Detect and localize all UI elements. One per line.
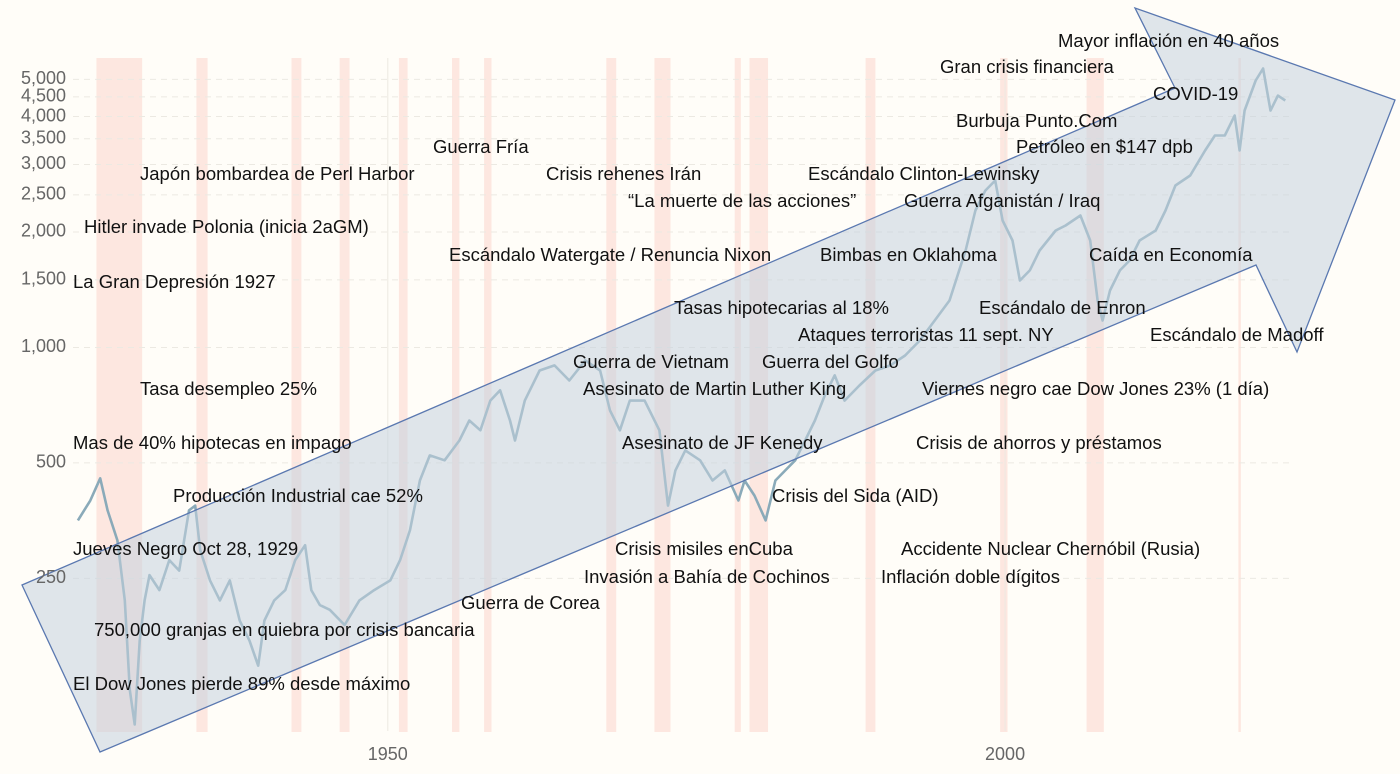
annotation: Escándalo de Enron: [979, 297, 1146, 318]
text-layer: 250 500 1,000 1,500 2,000 2,500 3,000 3,500 4,00…: [21, 30, 1324, 764]
y-tick-label: 1,500: [21, 269, 66, 289]
annotation: Petróleo en $147 dpb: [1016, 136, 1193, 157]
annotation: “La muerte de las acciones”: [628, 190, 856, 211]
annotation: Caída en Economía: [1089, 244, 1253, 265]
annotation: Jueves Negro Oct 28, 1929: [73, 538, 298, 559]
y-tick-label: 2,000: [21, 221, 66, 241]
x-tick-label: 2000: [985, 744, 1025, 764]
annotation: Asesinato de Martin Luther King: [583, 378, 846, 399]
y-tick-label: 5,000: [21, 68, 66, 88]
annotation: Producción Industrial cae 52%: [173, 485, 423, 506]
y-tick-label: 4,500: [21, 86, 66, 106]
annotation: Guerra del Golfo: [762, 351, 899, 372]
y-tick-label: 500: [36, 452, 66, 472]
y-tick-label: 3,500: [21, 128, 66, 148]
annotation: Japón bombardea de Perl Harbor: [140, 163, 415, 184]
annotation: Crisis misiles enCuba: [615, 538, 794, 559]
shaded-band: [1000, 58, 1008, 732]
x-tick-label: 1950: [368, 744, 408, 764]
y-tick-label: 2,500: [21, 184, 66, 204]
annotation: Guerra Fría: [433, 136, 529, 157]
annotation: Ataques terroristas 11 sept. NY: [798, 324, 1054, 345]
annotation: 750,000 granjas en quiebra por crisis ba…: [94, 619, 475, 640]
shaded-band: [451, 58, 460, 732]
y-tick-label: 1,000: [21, 336, 66, 356]
annotation: Gran crisis financiera: [940, 56, 1114, 77]
annotation: Tasa desempleo 25%: [140, 378, 317, 399]
annotation: Viernes negro cae Dow Jones 23% (1 día): [922, 378, 1269, 399]
annotation: Inflación doble dígitos: [881, 566, 1060, 587]
annotation: Escándalo Clinton-Lewinsky: [808, 163, 1040, 184]
annotation: Mas de 40% hipotecas en impago: [73, 432, 352, 453]
shaded-band: [398, 58, 408, 732]
annotation: Invasión a Bahía de Cochinos: [584, 566, 830, 587]
annotation: Escándalo de Madoff: [1150, 324, 1324, 345]
annotation: Guerra de Corea: [461, 592, 601, 613]
annotation: Hitler invade Polonia (inicia 2aGM): [84, 216, 369, 237]
annotation: Accidente Nuclear Chernóbil (Rusia): [901, 538, 1200, 559]
annotation: Guerra Afganistán / Iraq: [904, 190, 1100, 211]
annotation: Asesinato de JF Kenedy: [622, 432, 823, 453]
annotation: Tasas hipotecarias al 18%: [674, 297, 889, 318]
arrow-layer: [21, 6, 1396, 753]
y-tick-label: 250: [36, 567, 66, 587]
annotation: Bimbas en Oklahoma: [820, 244, 998, 265]
shaded-band: [1238, 58, 1241, 732]
y-tick-label: 4,000: [21, 105, 66, 125]
annotation: La Gran Depresión 1927: [73, 271, 276, 292]
annotation: Crisis de ahorros y préstamos: [916, 432, 1162, 453]
shaded-band: [196, 58, 208, 732]
shaded-band: [339, 58, 350, 732]
shaded-band: [291, 58, 302, 732]
annotation: Crisis rehenes Irán: [546, 163, 701, 184]
annotation: Escándalo Watergate / Renuncia Nixon: [449, 244, 771, 265]
annotation: El Dow Jones pierde 89% desde máximo: [73, 673, 410, 694]
annotation: Crisis del Sida (AID): [772, 485, 939, 506]
y-tick-label: 3,000: [21, 153, 66, 173]
trend-arrow: [21, 6, 1396, 753]
annotation: Burbuja Punto.Com: [956, 110, 1117, 131]
annotation: Guerra de Vietnam: [573, 351, 729, 372]
annotation: COVID-19: [1153, 83, 1238, 104]
annotation: Mayor inflación en 40 años: [1058, 30, 1279, 51]
